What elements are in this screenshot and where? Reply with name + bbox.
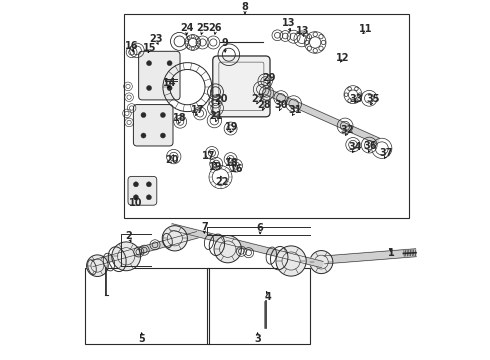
Text: 13: 13 [296, 26, 309, 36]
Text: 20: 20 [165, 155, 179, 165]
Text: 3: 3 [254, 334, 261, 344]
Text: 22: 22 [215, 177, 228, 187]
Bar [85, 268, 209, 344]
Text: 15: 15 [143, 42, 156, 53]
Text: 34: 34 [348, 142, 362, 152]
Circle shape [141, 112, 146, 118]
Text: 4: 4 [265, 292, 272, 302]
Text: 35: 35 [366, 94, 380, 104]
Text: 37: 37 [379, 148, 393, 158]
Polygon shape [264, 88, 380, 144]
Text: 36: 36 [364, 141, 377, 151]
Text: 16: 16 [125, 41, 138, 51]
Circle shape [147, 195, 151, 200]
Circle shape [276, 246, 306, 276]
FancyBboxPatch shape [133, 105, 173, 146]
Circle shape [133, 195, 139, 200]
Circle shape [133, 182, 139, 187]
Text: 33: 33 [350, 94, 364, 104]
Circle shape [160, 133, 166, 138]
FancyBboxPatch shape [213, 56, 270, 117]
Bar [124, 14, 409, 218]
Text: 28: 28 [257, 100, 271, 110]
Circle shape [162, 226, 187, 251]
Text: 2: 2 [126, 231, 132, 241]
Text: 29: 29 [263, 73, 276, 84]
Text: 18: 18 [173, 113, 187, 123]
Circle shape [310, 251, 333, 274]
Text: 21: 21 [209, 111, 223, 121]
Circle shape [167, 85, 172, 91]
Text: 13: 13 [281, 18, 295, 28]
Circle shape [141, 133, 146, 138]
Text: 11: 11 [359, 24, 372, 34]
Circle shape [147, 61, 151, 66]
Text: 25: 25 [196, 23, 209, 33]
Circle shape [167, 61, 172, 66]
Polygon shape [171, 224, 323, 268]
Polygon shape [91, 231, 198, 267]
Text: 32: 32 [341, 125, 354, 135]
Text: 5: 5 [138, 334, 145, 344]
Text: 27: 27 [251, 94, 265, 104]
Text: 14: 14 [163, 78, 176, 88]
Circle shape [112, 242, 141, 271]
Text: 17: 17 [191, 105, 204, 115]
Text: 9: 9 [222, 38, 228, 48]
Bar [207, 268, 310, 344]
Text: 8: 8 [242, 2, 248, 12]
Text: 1: 1 [388, 248, 394, 258]
Text: 26: 26 [209, 23, 222, 33]
Text: 19: 19 [209, 162, 222, 172]
Polygon shape [324, 249, 416, 264]
Text: 24: 24 [180, 23, 194, 33]
Text: 19: 19 [225, 122, 239, 132]
FancyBboxPatch shape [128, 176, 157, 205]
Circle shape [214, 235, 242, 263]
Text: 31: 31 [288, 105, 301, 115]
Text: 6: 6 [257, 222, 264, 233]
Text: 17: 17 [202, 151, 216, 161]
Circle shape [147, 182, 151, 187]
Text: 23: 23 [149, 33, 163, 44]
Text: 12: 12 [336, 53, 349, 63]
Text: 20: 20 [214, 94, 227, 104]
Circle shape [160, 112, 166, 118]
Text: 7: 7 [201, 222, 208, 232]
FancyBboxPatch shape [139, 51, 180, 100]
Circle shape [87, 255, 108, 276]
Circle shape [147, 85, 151, 91]
Text: 16: 16 [230, 164, 244, 174]
Text: 10: 10 [128, 198, 142, 208]
Text: 30: 30 [274, 100, 288, 111]
Text: 18: 18 [224, 158, 238, 168]
